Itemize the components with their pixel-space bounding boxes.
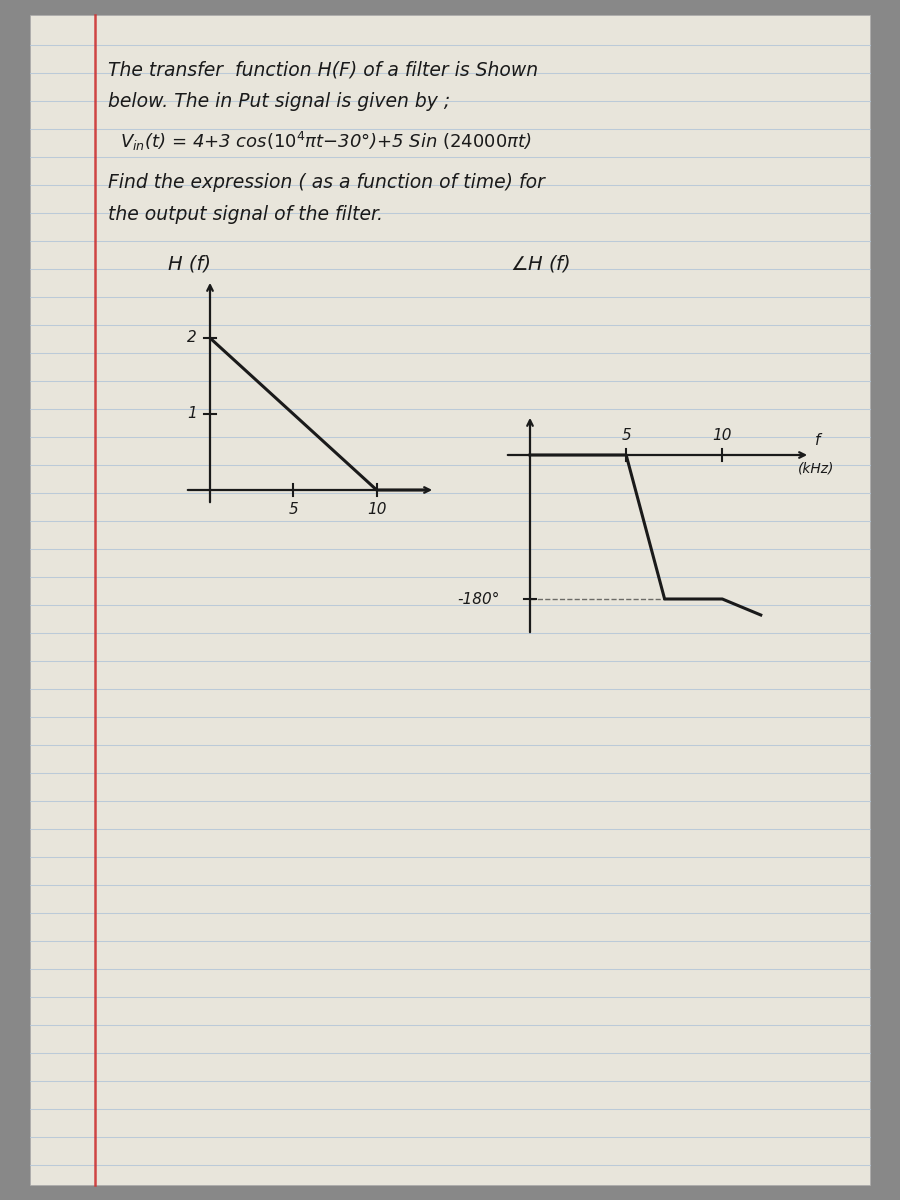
Text: 2: 2 xyxy=(187,330,197,346)
Text: -180°: -180° xyxy=(457,592,500,606)
Text: 5: 5 xyxy=(289,503,298,517)
Text: Find the expression ( as a function of time) for: Find the expression ( as a function of t… xyxy=(108,173,544,192)
Text: below. The in Put signal is given by ;: below. The in Put signal is given by ; xyxy=(108,92,450,110)
Text: H (f): H (f) xyxy=(168,254,211,274)
Text: f: f xyxy=(815,433,821,448)
FancyBboxPatch shape xyxy=(30,14,870,1186)
Text: The transfer  function H(F) of a filter is Shown: The transfer function H(F) of a filter i… xyxy=(108,60,538,79)
Text: V$_{in}$(t) = 4+3 cos$(10^4 \pi$t$-$30°)+5 Sin $(24000\pi$t): V$_{in}$(t) = 4+3 cos$(10^4 \pi$t$-$30°)… xyxy=(120,130,532,152)
Text: 5: 5 xyxy=(621,427,631,443)
Text: 1: 1 xyxy=(187,407,197,421)
Text: $\angle$H (f): $\angle$H (f) xyxy=(510,253,571,275)
Text: 10: 10 xyxy=(367,503,386,517)
Text: 10: 10 xyxy=(713,427,732,443)
Text: (kHz): (kHz) xyxy=(798,462,834,476)
Text: the output signal of the filter.: the output signal of the filter. xyxy=(108,205,383,224)
